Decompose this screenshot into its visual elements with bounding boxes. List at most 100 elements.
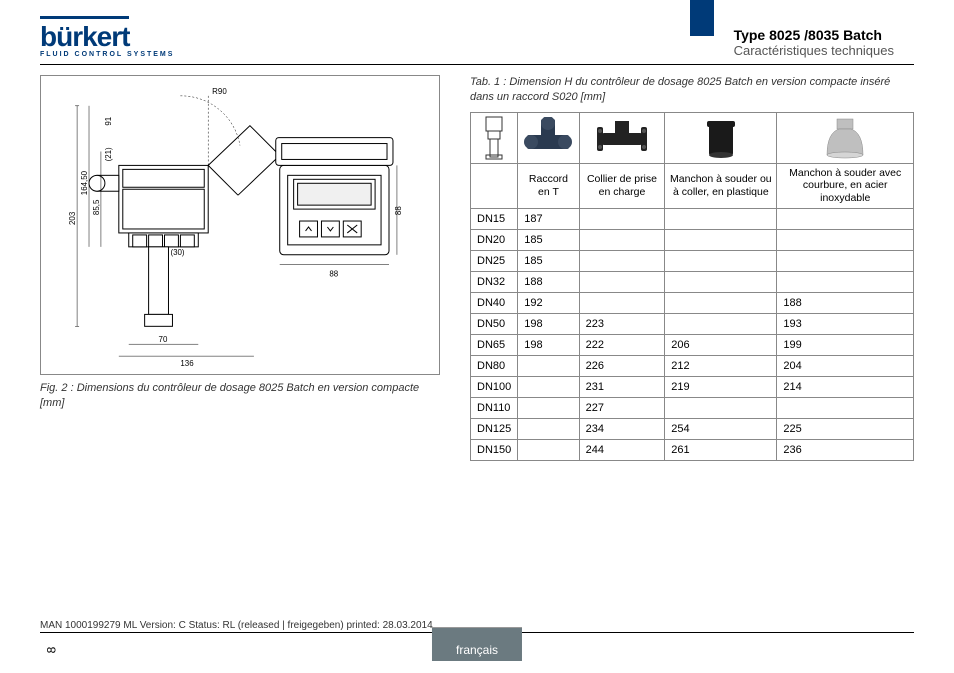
dim-88w: 88 <box>329 270 338 279</box>
table-cell <box>665 292 777 313</box>
table-cell: DN15 <box>471 208 518 229</box>
table-cell <box>777 208 914 229</box>
table-cell: 225 <box>777 418 914 439</box>
dim-21: (21) <box>104 147 113 161</box>
dim-16450: 164,50 <box>80 170 89 195</box>
table-cell <box>518 376 579 397</box>
table-number: Tab. 1 : <box>470 76 506 88</box>
head-label-3: Manchon à souder ou à coller, en plastiq… <box>665 163 777 208</box>
table-cell <box>579 229 665 250</box>
table-cell: DN150 <box>471 439 518 460</box>
table-cell: 244 <box>579 439 665 460</box>
table-cell: DN65 <box>471 334 518 355</box>
head-icon-device <box>471 112 518 163</box>
table-cell <box>579 250 665 271</box>
table-cell: DN25 <box>471 250 518 271</box>
table-row: DN50198223 193 <box>471 313 914 334</box>
head-label-1: Raccord en T <box>518 163 579 208</box>
dim-136: 136 <box>180 359 194 368</box>
table-cell <box>777 229 914 250</box>
table-cell <box>777 397 914 418</box>
dim-70: 70 <box>159 335 168 344</box>
table-row: DN100 231219214 <box>471 376 914 397</box>
table-cell: 234 <box>579 418 665 439</box>
table-cell <box>665 229 777 250</box>
table-row: DN32188 <box>471 271 914 292</box>
table-row: DN20185 <box>471 229 914 250</box>
footer-meta: MAN 1000199279 ML Version: C Status: RL … <box>40 620 433 631</box>
dim-r90: R90 <box>212 87 227 96</box>
figure-caption-text: Dimensions du contrôleur de dosage 8025 … <box>40 382 419 409</box>
table-cell: 187 <box>518 208 579 229</box>
table-cell <box>518 439 579 460</box>
dim-30: (30) <box>170 248 184 257</box>
dim-88h: 88 <box>394 206 403 215</box>
page-number: 8 <box>44 647 58 654</box>
title-block: Type 8025 /8035 Batch Caractéristiques t… <box>734 27 914 58</box>
page-subtitle: Caractéristiques techniques <box>734 43 894 58</box>
logo-text: bürkert <box>40 16 129 53</box>
table-caption: Tab. 1 : Dimension H du contrôleur de do… <box>470 75 914 106</box>
table-row: DN150244261236 <box>471 439 914 460</box>
dim-91: 91 <box>104 116 113 125</box>
table-cell: 227 <box>579 397 665 418</box>
table-cell: 204 <box>777 355 914 376</box>
table-row: DN25185 <box>471 250 914 271</box>
table-row: DN40192188 <box>471 292 914 313</box>
table-cell: DN100 <box>471 376 518 397</box>
table-cell: 261 <box>665 439 777 460</box>
head-label-4: Manchon à souder avec courbure, en acier… <box>777 163 914 208</box>
head-label-2: Collier de prise en charge <box>579 163 665 208</box>
dimension-table: Raccord en T Collier de prise en charge … <box>470 112 914 461</box>
table-cell: 198 <box>518 334 579 355</box>
table-cell <box>665 208 777 229</box>
table-cell: 254 <box>665 418 777 439</box>
table-cell: DN40 <box>471 292 518 313</box>
table-row: DN125 234254225 <box>471 418 914 439</box>
table-cell <box>777 271 914 292</box>
head-icon-sleeve-plastic <box>665 112 777 163</box>
brand-logo: bürkert FLUID CONTROL SYSTEMS <box>40 16 174 58</box>
page-title: Type 8025 /8035 Batch <box>734 27 894 43</box>
table-cell: DN20 <box>471 229 518 250</box>
table-cell <box>665 313 777 334</box>
table-cell <box>777 250 914 271</box>
table-cell: 214 <box>777 376 914 397</box>
table-cell: 223 <box>579 313 665 334</box>
figure-caption: Fig. 2 : Dimensions du contrôleur de dos… <box>40 381 440 412</box>
dim-203: 203 <box>68 211 77 225</box>
table-cell <box>665 397 777 418</box>
table-cell: 219 <box>665 376 777 397</box>
table-cell: 226 <box>579 355 665 376</box>
table-cell: DN110 <box>471 397 518 418</box>
table-cell: DN125 <box>471 418 518 439</box>
table-row: DN15187 <box>471 208 914 229</box>
table-cell: 185 <box>518 250 579 271</box>
table-cell: 206 <box>665 334 777 355</box>
table-cell: 193 <box>777 313 914 334</box>
table-row: DN110 227 <box>471 397 914 418</box>
table-cell <box>579 292 665 313</box>
table-cell <box>518 397 579 418</box>
head-icon-collar <box>579 112 665 163</box>
figure-number: Fig. 2 : <box>40 382 74 394</box>
head-icon-sleeve-steel <box>777 112 914 163</box>
table-cell <box>665 250 777 271</box>
table-cell: 198 <box>518 313 579 334</box>
table-cell <box>518 418 579 439</box>
table-cell: 185 <box>518 229 579 250</box>
table-row: DN80226212204 <box>471 355 914 376</box>
language-tab: français <box>432 627 522 661</box>
figure-diagram: R90 91 (21) 85,5 164,50 203 (30) 70 136 <box>40 75 440 375</box>
logo-subtext: FLUID CONTROL SYSTEMS <box>40 51 174 58</box>
table-cell: DN80 <box>471 355 518 376</box>
table-cell <box>665 271 777 292</box>
table-cell: 231 <box>579 376 665 397</box>
table-cell <box>579 208 665 229</box>
page-header: bürkert FLUID CONTROL SYSTEMS Type 8025 … <box>40 16 914 65</box>
table-cell: DN50 <box>471 313 518 334</box>
table-cell: 222 <box>579 334 665 355</box>
table-caption-text: Dimension H du contrôleur de dosage 8025… <box>470 76 890 103</box>
table-row: DN65198222206199 <box>471 334 914 355</box>
table-cell: 192 <box>518 292 579 313</box>
